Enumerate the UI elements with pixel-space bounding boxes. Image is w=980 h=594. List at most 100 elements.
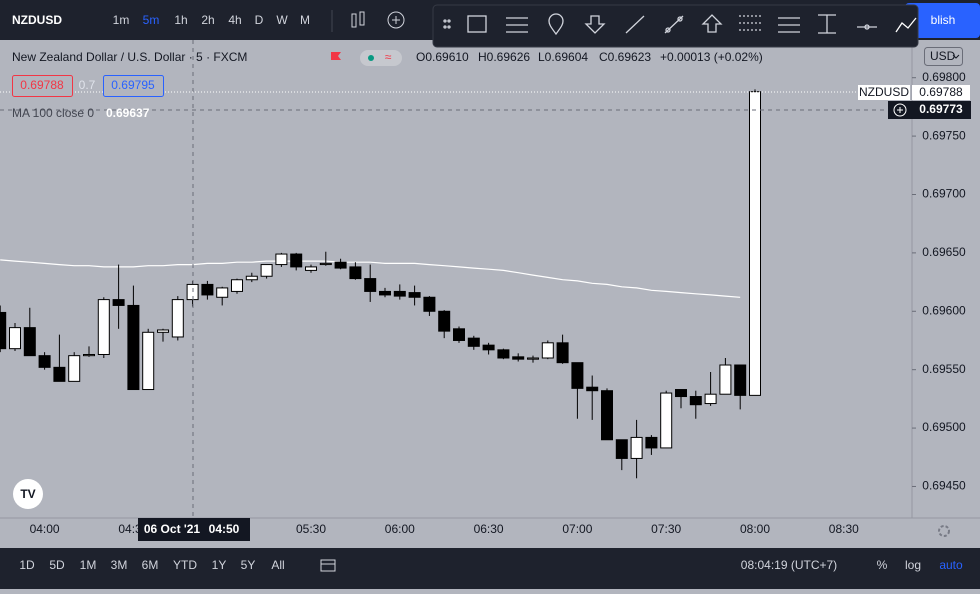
candle-body: [719, 364, 732, 395]
range[interactable]: 1Y: [212, 558, 227, 572]
bid[interactable]: 0.69788: [20, 78, 64, 92]
candle-body: [38, 355, 51, 368]
y-tick-label: 0.69650: [922, 245, 966, 259]
tool: [665, 27, 671, 33]
y-tick-label: 0.69700: [922, 187, 966, 201]
x-tick-label: 08:30: [829, 522, 859, 536]
tool[interactable]: [548, 13, 564, 36]
tool[interactable]: [584, 15, 606, 34]
interval[interactable]: W: [276, 13, 288, 27]
tool[interactable]: [664, 15, 684, 34]
candle-body: [9, 327, 21, 350]
candle-body: [571, 362, 584, 389]
candle-body: [527, 357, 539, 360]
range[interactable]: 1D: [19, 558, 35, 572]
candle-body: [275, 253, 288, 266]
ohlc-value: +0.00013 (+0.02%): [660, 50, 763, 64]
range[interactable]: All: [271, 558, 284, 572]
candles-icon[interactable]: [351, 11, 365, 28]
x-tick-label: 06:30: [474, 522, 504, 536]
publish-label[interactable]: blish: [931, 13, 956, 27]
spread: 0.7: [79, 78, 96, 92]
crosshair-date: 06 Oct '21: [144, 522, 201, 536]
bid-box[interactable]: [12, 75, 73, 97]
ask-box[interactable]: [103, 75, 164, 97]
scale-options: % log auto: [877, 558, 963, 572]
tool[interactable]: [625, 15, 645, 34]
candle-body: [83, 353, 95, 357]
crosshair-time: 04:50: [209, 522, 240, 536]
symbol-tag: [858, 85, 910, 100]
crosshair-date-box: [138, 518, 250, 541]
range[interactable]: 6M: [142, 558, 159, 572]
settings[interactable]: [938, 525, 950, 537]
candle-body: [734, 364, 747, 396]
tool[interactable]: [895, 17, 917, 33]
indicator-icon[interactable]: [387, 11, 405, 29]
add-icon[interactable]: [893, 103, 907, 117]
interval[interactable]: 4h: [228, 13, 241, 27]
currency[interactable]: USD: [930, 49, 956, 63]
tool[interactable]: [818, 14, 836, 34]
candle-body: [245, 275, 258, 281]
publish-button[interactable]: [905, 3, 980, 38]
candle-body: [675, 389, 687, 398]
candle-body: [541, 342, 554, 359]
tool[interactable]: [701, 14, 723, 33]
goto-icon[interactable]: [320, 559, 336, 572]
range[interactable]: 5Y: [241, 558, 256, 572]
tool[interactable]: [467, 15, 487, 33]
tool[interactable]: [778, 17, 800, 33]
status-icon: ≈: [385, 50, 392, 64]
candle-body: [749, 91, 761, 396]
candle-body: [467, 337, 480, 347]
x-tick-label: 08:00: [740, 522, 770, 536]
bottom-bar: [0, 548, 980, 589]
candle-body: [157, 329, 169, 333]
scale-option[interactable]: log: [905, 558, 921, 572]
candle-body: [201, 283, 214, 296]
candle-body: [68, 355, 81, 382]
candle-body: [319, 262, 332, 266]
interval[interactable]: M: [300, 13, 310, 27]
ask[interactable]: 0.69795: [111, 78, 155, 92]
interval[interactable]: 1h: [174, 13, 187, 27]
tool: [677, 16, 683, 22]
logo[interactable]: [13, 479, 43, 509]
interval[interactable]: 5m: [143, 13, 160, 27]
x-tick-label: 05:30: [296, 522, 326, 536]
crosshair-price-box: [888, 101, 971, 119]
interval[interactable]: D: [255, 13, 264, 27]
y-tick-label: 0.69550: [922, 362, 966, 376]
range[interactable]: 5D: [49, 558, 65, 572]
tool[interactable]: [506, 17, 528, 33]
interval[interactable]: 1m: [113, 13, 130, 27]
candle-body: [512, 356, 525, 360]
axes: 0.69450 0.69500 0.69550 0.69600 0.69650 0.697…: [30, 70, 966, 536]
x-tick-label: 07:30: [651, 522, 681, 536]
currency-box[interactable]: [924, 47, 963, 66]
candle-body: [453, 328, 465, 341]
y-tick-label: 0.69450: [922, 479, 966, 493]
candle-body: [305, 266, 317, 271]
candle-body: [290, 253, 303, 268]
ma-label: MA 100 close 0: [12, 106, 94, 120]
clock[interactable]: 08:04:19 (UTC+7): [741, 558, 837, 572]
ranges: 1D 5D 1M 3M 6M YTD 1Y 5Y All: [19, 558, 284, 572]
candle-body: [0, 311, 7, 350]
range[interactable]: 3M: [111, 558, 128, 572]
candle-body: [497, 349, 510, 359]
ohlc-value: C0.69623: [599, 50, 651, 64]
flag: [331, 52, 341, 60]
range[interactable]: 1M: [80, 558, 97, 572]
interval[interactable]: 2h: [201, 13, 214, 27]
scale-option[interactable]: auto: [939, 558, 963, 572]
range[interactable]: YTD: [173, 558, 197, 572]
candle-body: [127, 304, 140, 391]
y-tick-label: 0.69750: [922, 128, 966, 142]
symbol[interactable]: NZDUSD: [12, 13, 62, 27]
x-tick-label: 04:00: [30, 522, 60, 536]
scale-option[interactable]: %: [877, 558, 888, 572]
